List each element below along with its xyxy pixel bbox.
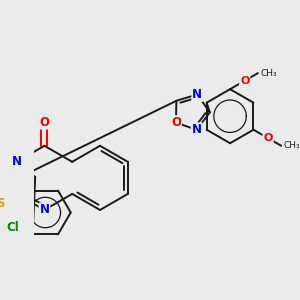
Text: CH₃: CH₃ (260, 69, 277, 78)
Text: O: O (171, 116, 181, 129)
Text: O: O (240, 76, 249, 86)
Text: N: N (192, 88, 202, 101)
Text: O: O (263, 133, 273, 143)
Text: CH₃: CH₃ (284, 141, 300, 150)
Text: S: S (0, 197, 5, 210)
Text: N: N (12, 155, 22, 168)
Text: N: N (192, 123, 202, 136)
Text: N: N (39, 203, 50, 217)
Text: O: O (39, 116, 50, 129)
Text: Cl: Cl (7, 221, 20, 234)
